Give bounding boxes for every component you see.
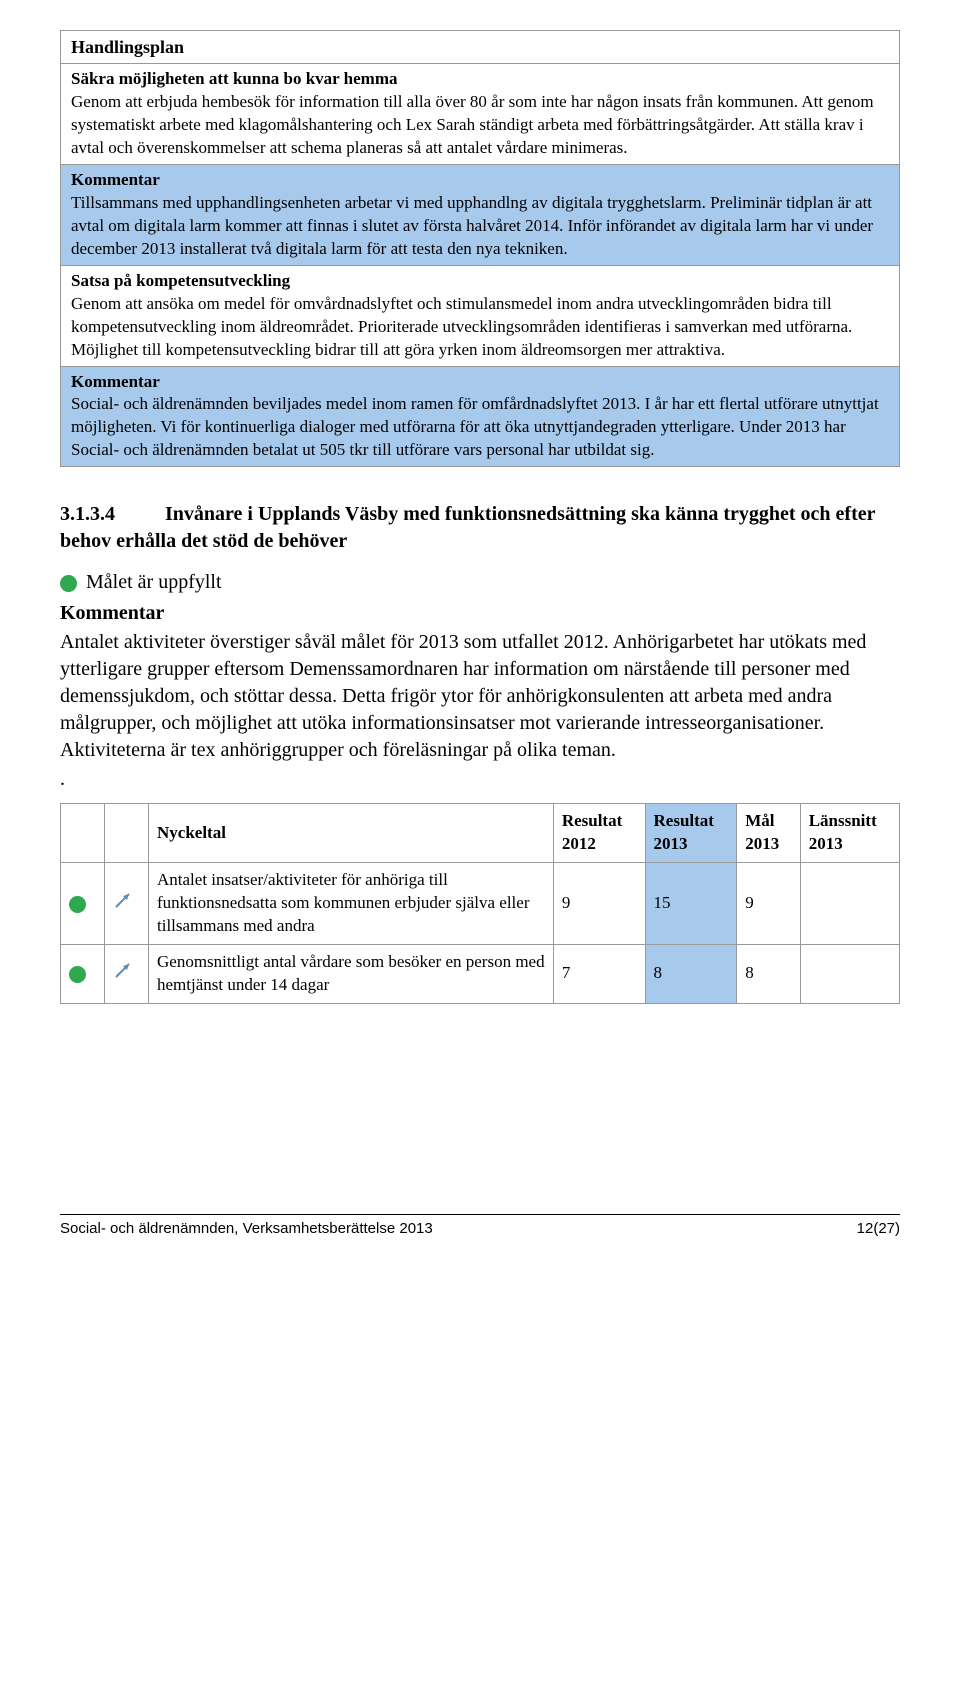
goal-text: Målet är uppfyllt	[86, 571, 222, 593]
comment-label: Kommentar	[71, 371, 889, 394]
trend-up-icon	[113, 890, 133, 910]
row-mal: 8	[737, 944, 800, 1003]
status-dot-icon	[69, 966, 86, 983]
table-row: Genomsnittligt antal vårdare som besöker…	[61, 944, 900, 1003]
plan-row2-body: Genom att ansöka om medel för omvårdnads…	[71, 293, 889, 362]
trend-up-icon	[113, 960, 133, 980]
status-dot-icon	[69, 896, 86, 913]
comment-label: Kommentar	[71, 169, 889, 192]
nyckeltal-table: Nyckeltal Resultat 2012 Resultat 2013 Må…	[60, 803, 900, 1004]
col-res2012: Resultat 2012	[553, 804, 645, 863]
row-label: Genomsnittligt antal vårdare som besöker…	[149, 944, 554, 1003]
section-number: 3.1.3.4	[60, 501, 160, 528]
row-trend-cell	[105, 944, 149, 1003]
col-status	[61, 804, 105, 863]
page-footer: Social- och äldrenämnden, Verksamhetsber…	[60, 1214, 900, 1239]
row-v2012: 9	[553, 863, 645, 945]
goal-status: Målet är uppfyllt	[60, 569, 900, 596]
col-lans2013: Länssnitt 2013	[800, 804, 899, 863]
trailing-dot: .	[60, 766, 900, 793]
comment1-body: Tillsammans med upphandlingsenheten arbe…	[71, 192, 889, 261]
section-comment-body: Antalet aktiviteter överstiger såväl mål…	[60, 629, 900, 764]
row-trend-cell	[105, 863, 149, 945]
plan-row1: Säkra möjligheten att kunna bo kvar hemm…	[61, 64, 900, 165]
row-lans	[800, 944, 899, 1003]
row-v2012: 7	[553, 944, 645, 1003]
col-mal2013: Mål 2013	[737, 804, 800, 863]
row-status-cell	[61, 944, 105, 1003]
plan-row2-title: Satsa på kompetensutveckling	[71, 270, 889, 293]
handlingsplan-table: Handlingsplan Säkra möjligheten att kunn…	[60, 30, 900, 467]
comment2-body: Social- och äldrenämnden beviljades mede…	[71, 393, 889, 462]
section-heading: 3.1.3.4 Invånare i Upplands Väsby med fu…	[60, 501, 900, 555]
row-v2013: 8	[645, 944, 737, 1003]
col-trend	[105, 804, 149, 863]
footer-right: 12(27)	[857, 1219, 900, 1239]
plan-row1-body: Genom att erbjuda hembesök för informati…	[71, 91, 889, 160]
plan-header: Handlingsplan	[61, 31, 900, 64]
table-row: Antalet insatser/aktiviteter för anhörig…	[61, 863, 900, 945]
status-dot-icon	[60, 575, 77, 592]
row-mal: 9	[737, 863, 800, 945]
plan-row2: Satsa på kompetensutveckling Genom att a…	[61, 265, 900, 366]
col-nyckeltal: Nyckeltal	[149, 804, 554, 863]
plan-row1-title: Säkra möjligheten att kunna bo kvar hemm…	[71, 68, 889, 91]
row-lans	[800, 863, 899, 945]
row-v2013: 15	[645, 863, 737, 945]
section-title-inline: Invånare i Upplands Väsby med funktionsn…	[60, 503, 875, 552]
col-res2013: Resultat 2013	[645, 804, 737, 863]
section-comment-label: Kommentar	[60, 600, 900, 627]
footer-left: Social- och äldrenämnden, Verksamhetsber…	[60, 1219, 433, 1239]
row-label: Antalet insatser/aktiviteter för anhörig…	[149, 863, 554, 945]
plan-comment2: Kommentar Social- och äldrenämnden bevil…	[61, 366, 900, 467]
plan-comment1: Kommentar Tillsammans med upphandlingsen…	[61, 165, 900, 266]
row-status-cell	[61, 863, 105, 945]
